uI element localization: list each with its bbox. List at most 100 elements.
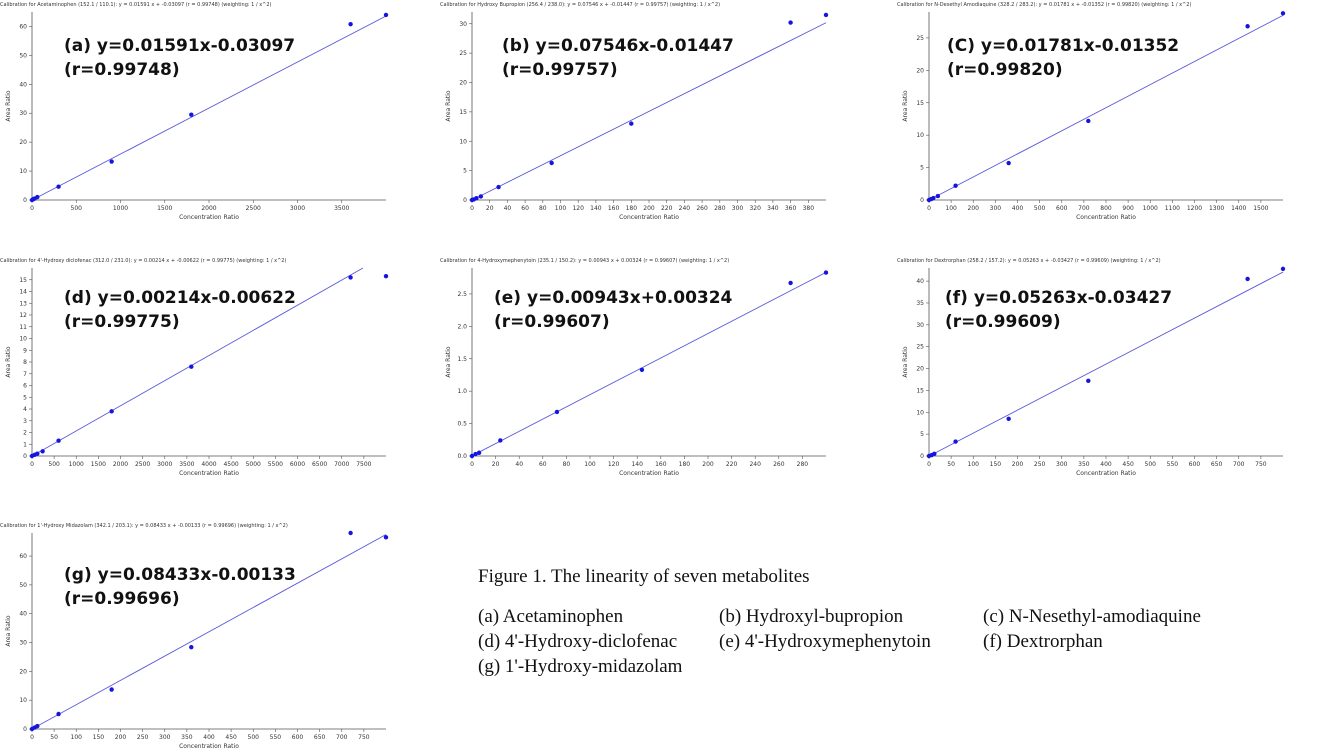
x-tick-label: 500 (48, 461, 60, 468)
equation-text: (e) y=0.00943x+0.00324 (494, 288, 733, 308)
legend-item: (e) 4'-Hydroxymephenytoin (719, 631, 931, 652)
y-tick-label: 50 (19, 52, 27, 59)
x-tick-label: 20 (486, 205, 494, 212)
y-tick-label: 15 (916, 100, 924, 107)
data-point (1245, 276, 1250, 282)
x-tick-label: 5500 (268, 461, 283, 468)
y-axis-label: Area Ratio (902, 90, 909, 121)
data-point (383, 535, 389, 540)
y-tick-label: 40 (19, 611, 27, 618)
y-tick-label: 25 (459, 50, 467, 57)
y-tick-label: 1 (23, 441, 27, 448)
legend-item: (b) Hydroxyl-bupropion (719, 606, 904, 627)
x-tick-label: 100 (71, 734, 83, 741)
x-tick-label: 50 (947, 461, 955, 468)
y-tick-label: 20 (19, 668, 27, 675)
x-tick-label: 1500 (91, 461, 106, 468)
equation-text: (C) y=0.01781x-0.01352 (947, 36, 1180, 56)
y-tick-label: 10 (19, 336, 27, 343)
x-tick-label: 250 (137, 734, 149, 741)
x-tick-label: 1000 (69, 461, 84, 468)
chart-caption: Calibration for 1'-Hydroxy Midazolam (34… (0, 523, 288, 529)
x-tick-label: 0 (30, 205, 34, 212)
x-tick-label: 350 (181, 734, 193, 741)
data-point (496, 184, 501, 190)
data-point (1280, 266, 1286, 272)
x-tick-label: 2000 (113, 461, 128, 468)
data-point (953, 439, 958, 444)
data-point (1280, 11, 1286, 16)
data-point (473, 451, 478, 457)
x-tick-label: 450 (1122, 461, 1134, 468)
data-point (935, 193, 941, 199)
correlation-text: (r=0.99820) (947, 60, 1063, 80)
data-point (476, 450, 482, 455)
x-tick-label: 0 (470, 461, 474, 468)
x-tick-label: 0 (30, 461, 34, 468)
x-tick-label: 550 (1167, 461, 1179, 468)
data-point (348, 21, 353, 27)
y-tick-label: 0 (920, 453, 924, 460)
chart-caption: Calibration for Dextrorphan (258.2 / 157… (897, 258, 1161, 264)
y-axis-label: Area Ratio (5, 346, 12, 377)
x-tick-label: 3500 (179, 461, 194, 468)
x-tick-label: 550 (270, 734, 282, 741)
correlation-text: (r=0.99748) (64, 60, 180, 80)
x-tick-label: 40 (504, 205, 512, 212)
data-point (788, 20, 793, 25)
x-tick-label: 700 (1078, 205, 1090, 212)
equation-label: (g) y=0.08433x-0.00133 (r=0.99696) (64, 563, 296, 611)
y-tick-label: 30 (19, 640, 27, 647)
y-axis-label: Area Ratio (5, 615, 12, 646)
x-axis-label: Concentration Ratio (619, 214, 679, 221)
y-axis-label: Area Ratio (5, 90, 12, 121)
regression-line (471, 22, 827, 201)
x-tick-label: 40 (515, 461, 523, 468)
y-tick-label: 30 (916, 322, 924, 329)
x-tick-label: 500 (71, 205, 83, 212)
x-tick-label: 0 (470, 205, 474, 212)
chart-plot: 0 5 10 15 20 25 0 100 200 300 400 500 600 700 800 900 10… (902, 11, 1286, 221)
y-tick-label: 2 (23, 430, 27, 437)
x-tick-label: 100 (945, 205, 957, 212)
chart-plot: 0.0 0.5 1.0 1.5 2.0 2.5 0 20 40 60 80 100 120 140 160 1… (445, 268, 829, 477)
y-tick-label: 20 (916, 366, 924, 373)
y-tick-label: 40 (916, 278, 924, 285)
y-tick-label: 14 (19, 289, 27, 296)
y-tick-label: 3 (23, 418, 27, 425)
chart-panel-c: Calibration for N-Desethyl Amodiaquine (… (897, 0, 1289, 222)
y-tick-label: 30 (459, 21, 467, 28)
x-tick-label: 900 (1122, 205, 1134, 212)
y-tick-label: 2.5 (457, 291, 467, 298)
chart-caption: Calibration for Acetaminophen (152.1 / 1… (0, 2, 272, 8)
y-tick-label: 0.5 (457, 421, 467, 428)
x-tick-label: 300 (732, 205, 744, 212)
x-tick-label: 150 (93, 734, 105, 741)
y-tick-label: 5 (920, 165, 924, 172)
data-point (189, 644, 194, 650)
x-tick-label: 60 (521, 205, 529, 212)
x-tick-label: 4500 (223, 461, 238, 468)
data-point (1006, 160, 1011, 166)
x-tick-label: 4000 (201, 461, 216, 468)
y-tick-label: 11 (19, 324, 27, 331)
data-point (931, 195, 936, 201)
regression-line (471, 271, 827, 457)
x-tick-label: 50 (50, 734, 58, 741)
x-tick-label: 1100 (1165, 205, 1180, 212)
data-point (469, 453, 475, 459)
x-tick-label: 0 (927, 461, 931, 468)
data-point (629, 121, 634, 126)
legend-item: (f) Dextrorphan (983, 631, 1103, 652)
y-tick-label: 20 (916, 67, 924, 74)
x-tick-label: 3000 (290, 205, 305, 212)
equation-label: (f) y=0.05263x-0.03427 (r=0.99609) (945, 286, 1172, 334)
x-tick-label: 3500 (334, 205, 349, 212)
y-tick-label: 10 (459, 138, 467, 145)
equation-text: (a) y=0.01591x-0.03097 (64, 36, 296, 56)
y-tick-label: 2.0 (457, 323, 467, 330)
y-tick-label: 15 (19, 277, 27, 284)
x-tick-label: 340 (767, 205, 779, 212)
